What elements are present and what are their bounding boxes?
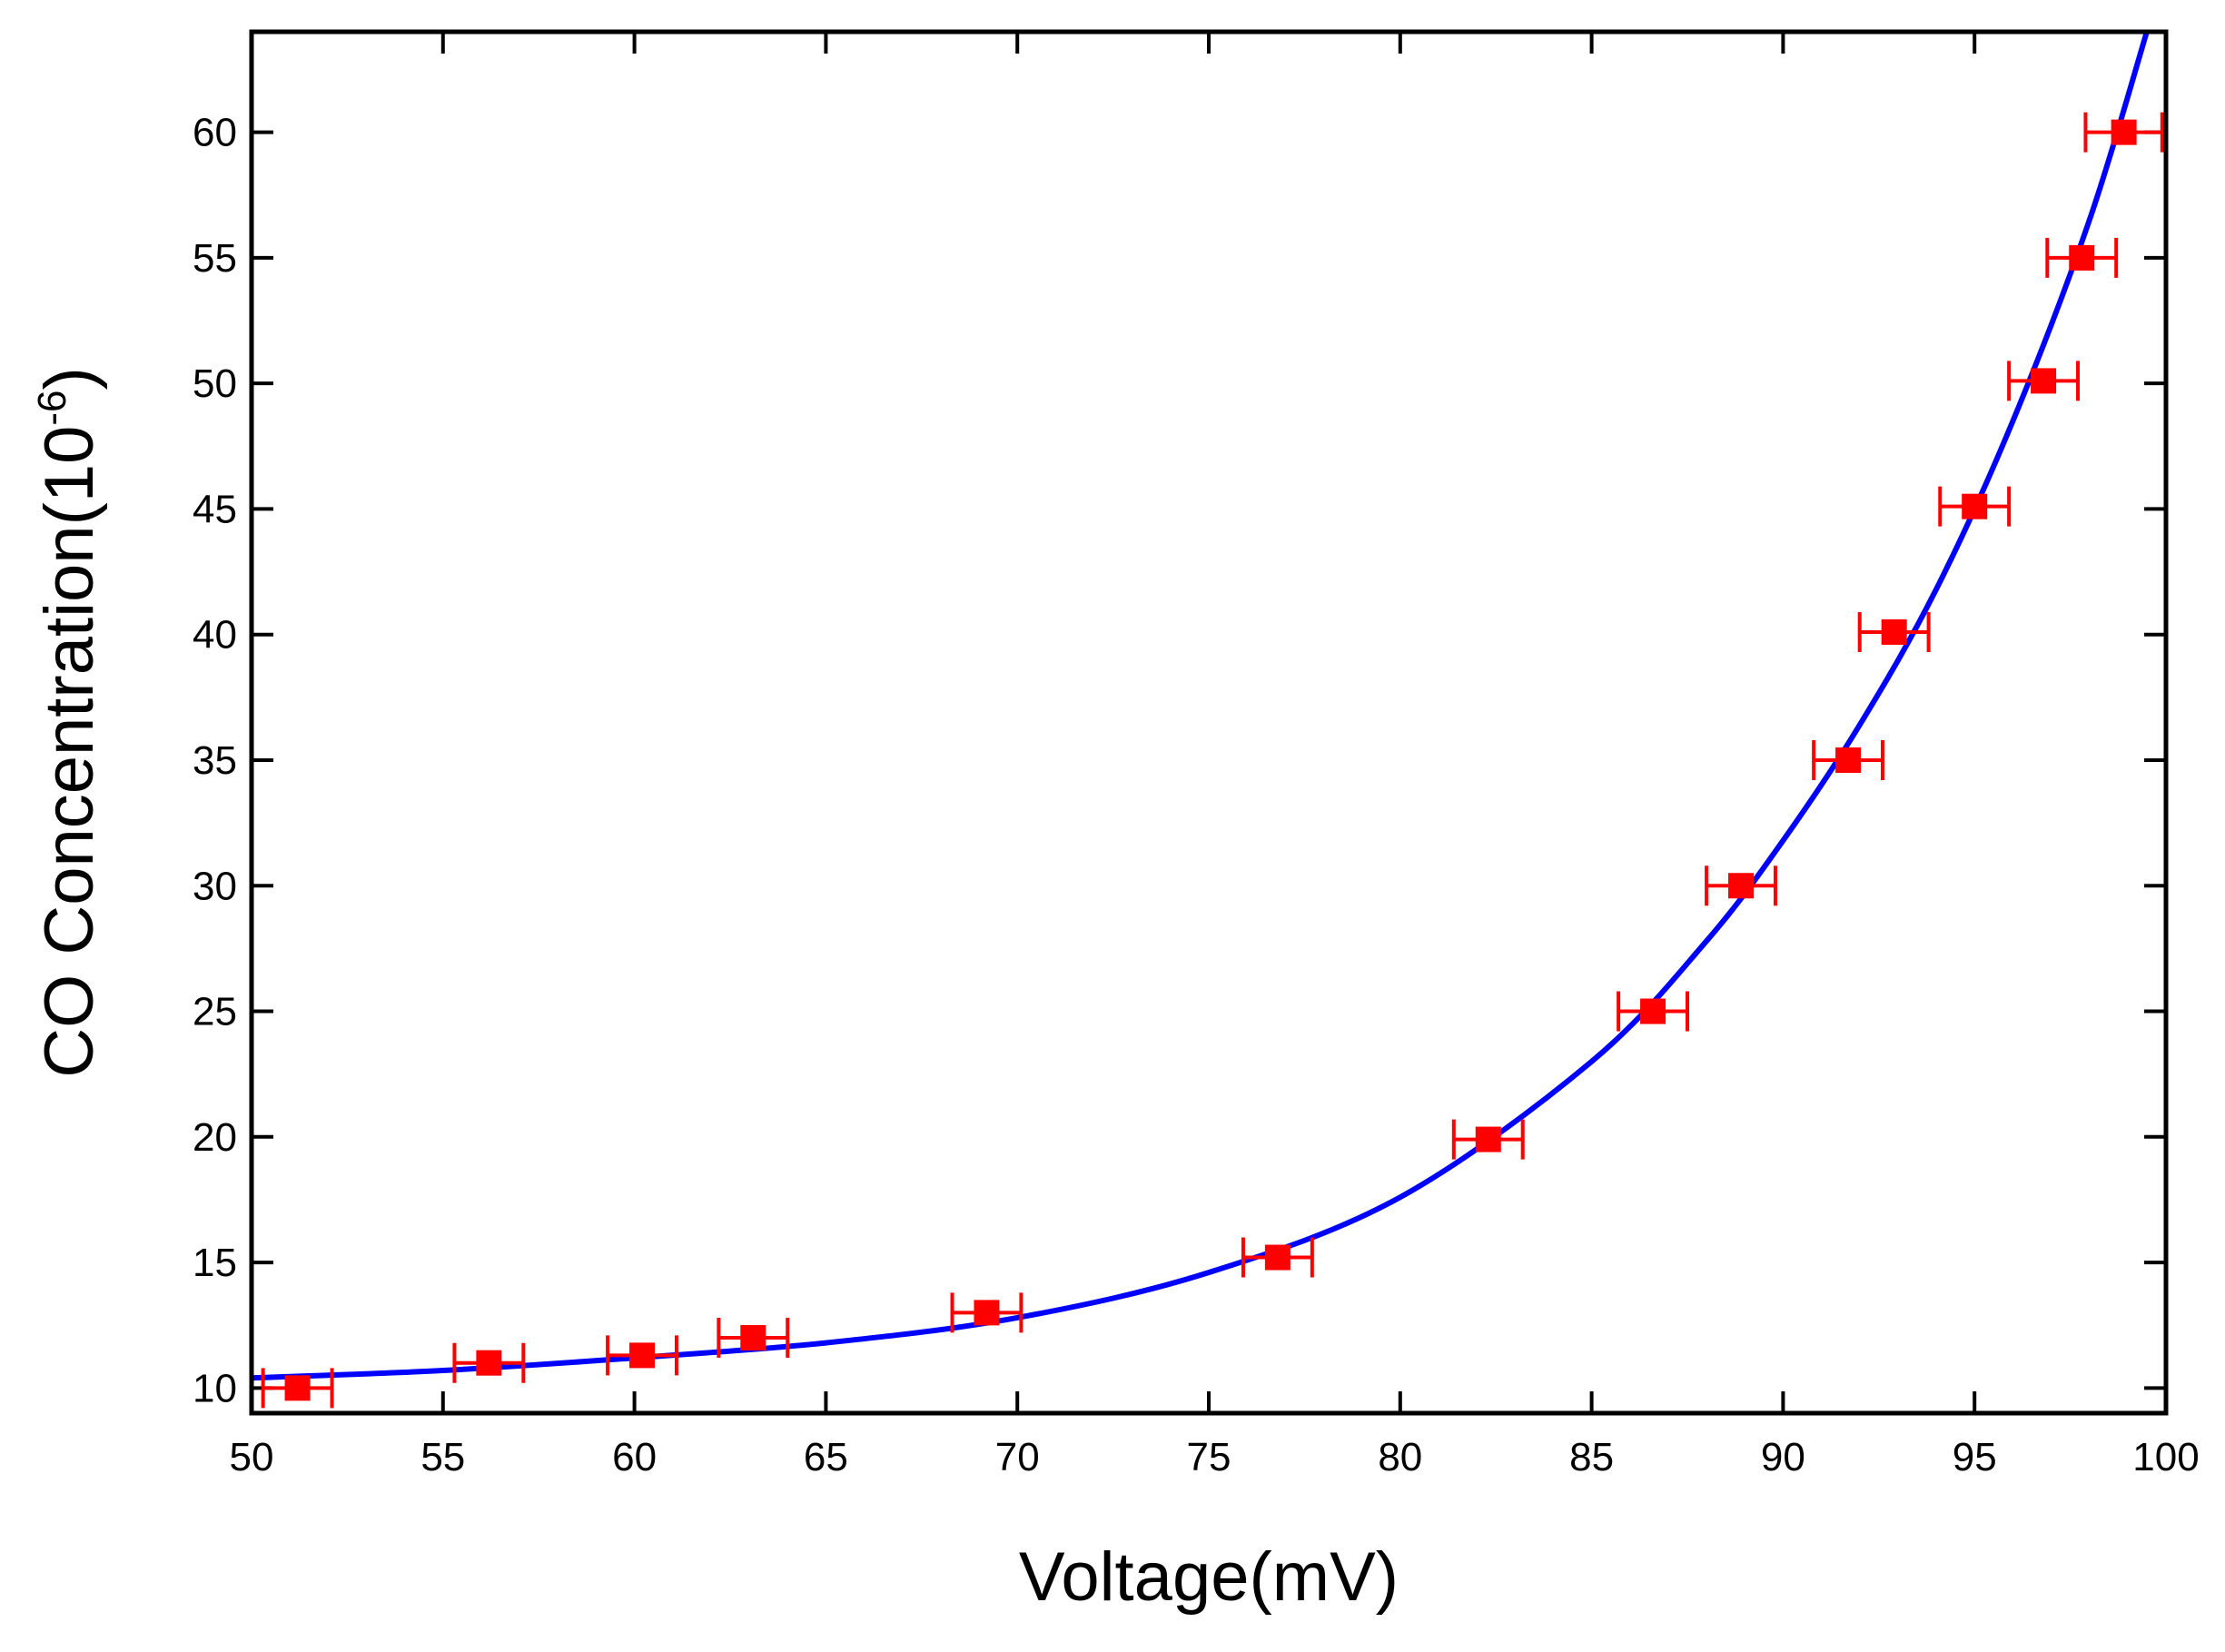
x-tick-label: 60 xyxy=(612,1435,657,1479)
data-point xyxy=(1812,739,1885,780)
data-marker xyxy=(629,1342,656,1369)
x-tick-label: 85 xyxy=(1569,1435,1614,1479)
y-tick-label: 45 xyxy=(193,487,237,531)
data-marker xyxy=(1835,747,1862,773)
data-marker xyxy=(1264,1244,1290,1271)
data-point xyxy=(2045,237,2119,278)
plot-frame xyxy=(249,29,2169,1416)
data-point xyxy=(1241,1237,1314,1278)
data-marker xyxy=(1962,493,1988,519)
data-point xyxy=(1451,1119,1525,1160)
x-tick-label: 90 xyxy=(1761,1435,1805,1479)
y-tick-label: 15 xyxy=(193,1241,237,1285)
data-marker xyxy=(1640,998,1666,1024)
data-marker xyxy=(2069,244,2095,271)
y-tick-label: 30 xyxy=(193,864,237,908)
x-tick-label: 50 xyxy=(230,1435,274,1479)
y-tick-label: 40 xyxy=(193,613,237,658)
fit-curve-group xyxy=(252,32,2150,1381)
data-point xyxy=(2007,361,2081,401)
y-axis-label-exponent: -6 xyxy=(30,391,74,426)
data-point xyxy=(261,1368,334,1409)
y-tick-label: 20 xyxy=(193,1115,237,1160)
x-tick-label: 55 xyxy=(420,1435,465,1479)
data-marker xyxy=(2031,368,2057,394)
x-tick-label: 80 xyxy=(1378,1435,1422,1479)
y-tick-label: 25 xyxy=(193,990,237,1034)
y-tick-label: 50 xyxy=(193,361,237,406)
data-point xyxy=(2083,112,2164,153)
data-point xyxy=(1705,866,1777,906)
data-marker xyxy=(1728,873,1755,899)
y-axis-label: CO Concentration(10-6) xyxy=(30,367,108,1078)
data-points-group xyxy=(261,112,2164,1409)
x-tick-label: 75 xyxy=(1187,1435,1231,1479)
data-point xyxy=(1938,486,2012,527)
data-point xyxy=(606,1335,678,1376)
data-marker xyxy=(476,1350,502,1376)
y-tick-label: 60 xyxy=(193,111,237,155)
data-point xyxy=(717,1318,790,1359)
y-axis-label-text: CO Concentration(10 xyxy=(31,426,108,1078)
y-tick-label: 10 xyxy=(193,1366,237,1410)
x-tick-label: 65 xyxy=(804,1435,848,1479)
x-axis-label: Voltage(mV) xyxy=(1019,1538,1399,1616)
data-marker xyxy=(284,1375,311,1401)
x-tick-label: 70 xyxy=(995,1435,1040,1479)
data-marker xyxy=(974,1300,1000,1326)
fit-curve xyxy=(252,32,2150,1381)
data-point xyxy=(1857,611,1931,652)
y-tick-label: 55 xyxy=(193,236,237,281)
y-axis-label-close: ) xyxy=(31,367,108,390)
data-marker xyxy=(1475,1126,1501,1152)
x-axis-ticks: 50 55 60 65 70 75 80 85 90 95 100 xyxy=(230,32,2200,1479)
data-point xyxy=(1617,991,1689,1032)
x-tick-label: 95 xyxy=(1953,1435,1997,1479)
data-marker xyxy=(740,1325,766,1351)
y-tick-label: 35 xyxy=(193,738,237,783)
data-point xyxy=(950,1292,1024,1333)
x-tick-label: 100 xyxy=(2132,1435,2199,1479)
data-marker xyxy=(2111,119,2137,145)
data-point xyxy=(452,1342,526,1383)
data-marker xyxy=(1881,618,1907,645)
